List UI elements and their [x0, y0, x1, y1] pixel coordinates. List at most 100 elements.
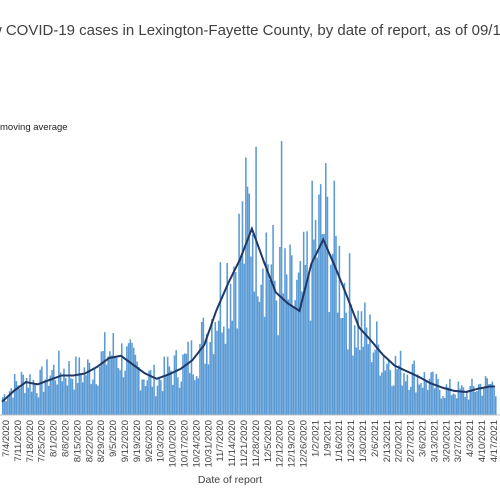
daily-bar — [285, 274, 288, 415]
daily-bar — [435, 373, 438, 415]
daily-bar — [178, 387, 181, 415]
daily-bar — [39, 369, 41, 415]
daily-bar — [449, 378, 451, 415]
x-tick-label: 1/16/2021 — [334, 420, 345, 462]
daily-bar — [136, 361, 138, 415]
daily-bar — [132, 347, 135, 415]
daily-bar — [104, 332, 106, 415]
daily-bar — [411, 364, 414, 415]
daily-bar — [260, 284, 262, 415]
x-tick-label: 8/1/2020 — [49, 420, 60, 457]
daily-bar — [34, 383, 36, 415]
daily-bar — [25, 377, 28, 415]
daily-bar — [467, 399, 470, 415]
daily-bar — [81, 382, 84, 415]
daily-bar — [376, 321, 378, 415]
daily-bar — [20, 371, 23, 415]
daily-bar — [404, 381, 407, 415]
daily-bar — [347, 349, 349, 415]
daily-bar — [41, 366, 43, 415]
daily-bar — [211, 319, 213, 415]
daily-bar — [76, 383, 79, 415]
daily-bar — [151, 386, 154, 415]
x-tick-label: 7/25/2020 — [37, 420, 48, 462]
daily-bar — [241, 201, 244, 415]
daily-bar — [377, 344, 380, 415]
daily-bar — [442, 396, 444, 415]
x-tick-label: 11/7/2020 — [215, 420, 226, 462]
daily-bar — [481, 395, 483, 415]
daily-bar — [175, 350, 177, 415]
daily-bar — [47, 385, 50, 415]
x-tick-label: 11/28/2020 — [251, 420, 262, 467]
daily-bar — [359, 349, 361, 415]
daily-bar — [122, 377, 125, 415]
daily-bar — [279, 247, 281, 415]
daily-bar — [265, 232, 268, 415]
daily-bar — [231, 320, 234, 415]
daily-bar — [289, 244, 291, 415]
daily-bar — [110, 355, 113, 415]
daily-bar — [479, 383, 482, 415]
daily-bar — [138, 366, 140, 415]
daily-bar — [92, 379, 94, 415]
daily-bar — [408, 390, 410, 415]
daily-bar — [389, 370, 392, 415]
daily-bar — [353, 325, 356, 415]
daily-bar — [194, 380, 196, 415]
x-tick-label: 11/14/2020 — [227, 420, 238, 467]
daily-bar — [343, 282, 346, 415]
daily-bar — [350, 304, 353, 415]
daily-bar — [209, 341, 211, 415]
daily-bar — [471, 378, 473, 415]
daily-bar — [214, 322, 217, 415]
daily-bar — [401, 385, 404, 415]
daily-bar — [272, 225, 274, 415]
x-tick-label: 8/22/2020 — [84, 420, 95, 462]
daily-bar — [173, 355, 176, 415]
chart-title: w COVID-19 cases in Lexington-Fayette Co… — [0, 22, 500, 39]
x-tick-label: 7/18/2020 — [25, 420, 36, 462]
daily-bar — [251, 234, 254, 415]
daily-bar — [328, 312, 330, 415]
daily-bar — [124, 370, 126, 415]
daily-bar — [87, 359, 89, 415]
daily-bar — [360, 311, 363, 415]
daily-bar — [141, 379, 143, 415]
x-axis-label: Date of report — [197, 474, 263, 486]
x-tick-label: 1/9/2021 — [322, 420, 333, 457]
daily-bar — [476, 391, 478, 415]
daily-bar — [367, 344, 370, 415]
daily-bar — [49, 375, 52, 415]
daily-bar — [311, 180, 313, 415]
daily-bar — [19, 388, 21, 415]
daily-bar — [172, 384, 174, 415]
x-tick-label: 1/30/2021 — [358, 420, 369, 462]
daily-bar — [190, 340, 193, 415]
daily-bar — [15, 381, 18, 415]
daily-bar — [12, 397, 14, 415]
daily-bar — [226, 262, 228, 415]
daily-bar — [163, 356, 166, 415]
daily-bar — [221, 332, 223, 415]
daily-bar — [362, 346, 364, 415]
x-tick-label: 3/27/2021 — [453, 420, 464, 462]
x-tick-label: 12/26/2020 — [299, 420, 310, 468]
daily-bar — [287, 299, 290, 415]
daily-bar — [233, 266, 235, 415]
daily-bar — [338, 245, 341, 415]
daily-bar — [144, 386, 147, 415]
daily-bar — [416, 374, 419, 415]
daily-bar — [10, 388, 13, 415]
daily-bar — [192, 374, 194, 415]
daily-bar — [115, 357, 118, 415]
daily-bar — [71, 378, 74, 415]
daily-bar — [379, 375, 381, 415]
daily-bar — [495, 396, 497, 415]
daily-bar — [275, 300, 278, 415]
daily-bar — [280, 140, 283, 415]
x-tick-label: 3/6/2021 — [418, 420, 429, 457]
daily-bar — [455, 398, 458, 415]
daily-bar — [212, 354, 215, 415]
daily-bar — [277, 335, 279, 415]
